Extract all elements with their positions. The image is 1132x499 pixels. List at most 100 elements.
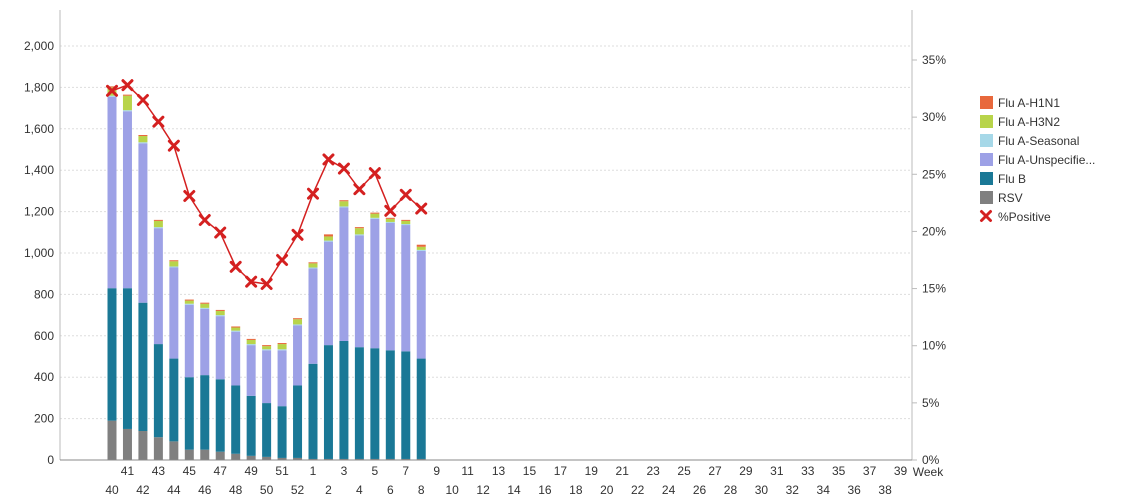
bar-segment: [401, 224, 411, 226]
bar-segment: [370, 212, 380, 214]
bar-segment: [277, 349, 287, 351]
bar-segment: [354, 235, 364, 348]
bar-segment: [246, 345, 256, 396]
legend-marker: [980, 210, 992, 222]
x-tick-label: 51: [275, 464, 289, 478]
y-left-tick-label: 200: [34, 412, 54, 426]
bar-segment: [122, 288, 132, 429]
x-tick-label: 22: [631, 483, 645, 497]
x-tick-label: 14: [507, 483, 521, 497]
bar-segment: [401, 219, 411, 221]
y-right-tick-label: 0%: [922, 453, 940, 467]
bar-segment: [293, 457, 303, 460]
percent-positive-marker: [399, 188, 412, 201]
bar-segment: [215, 316, 225, 380]
bar-segment: [122, 95, 132, 111]
percent-positive-marker: [307, 187, 319, 200]
bar-segment: [416, 358, 426, 459]
bar-segment: [184, 449, 194, 460]
x-tick-label: 17: [554, 464, 568, 478]
bar-segment: [308, 267, 318, 269]
bar-segment: [339, 458, 349, 460]
x-tick-label: 7: [402, 464, 409, 478]
bar-segment: [416, 244, 426, 247]
y-left-tick-label: 600: [34, 329, 54, 343]
bar-segment: [401, 225, 411, 352]
x-tick-label: 16: [538, 483, 552, 497]
x-tick-label: 48: [229, 483, 243, 497]
x-tick-label: 23: [646, 464, 660, 478]
y-right-tick-label: 20%: [922, 224, 946, 238]
percent-positive-marker: [167, 139, 180, 152]
bar-segment: [308, 268, 318, 364]
percent-positive-marker: [121, 79, 134, 92]
bar-segment: [200, 302, 210, 304]
x-tick-label: 40: [105, 483, 119, 497]
bar-segment: [385, 218, 395, 222]
bar-segment: [339, 201, 349, 207]
legend-swatch: [980, 191, 993, 204]
bar-segment: [138, 135, 148, 137]
bar-segment: [401, 351, 411, 459]
x-tick-label: 1: [310, 464, 317, 478]
bar-segment: [277, 350, 287, 407]
bar-segment: [293, 319, 303, 325]
x-tick-label: 45: [183, 464, 197, 478]
bar-segment: [215, 451, 225, 460]
x-tick-label: 27: [708, 464, 722, 478]
y-left-tick-label: 2,000: [24, 39, 54, 53]
y-axis-right-labels: 0% 5% 10% 15% 20% 25% 30% 35%: [912, 53, 946, 467]
x-tick-label: 12: [476, 483, 490, 497]
percent-positive-line: [106, 79, 428, 290]
bar-segment: [138, 136, 148, 143]
bar-segment: [169, 261, 179, 267]
bar-segment: [354, 227, 364, 229]
x-tick-label: 18: [569, 483, 583, 497]
x-tick-label: 10: [445, 483, 459, 497]
bar-segment: [370, 458, 380, 460]
y-right-tick-label: 35%: [922, 53, 946, 67]
bar-segment: [231, 385, 241, 454]
stacked-bars: [107, 86, 426, 460]
bar-segment: [308, 458, 318, 460]
bar-segment: [169, 260, 179, 262]
bar-segment: [215, 309, 225, 311]
bar-segment: [339, 206, 349, 208]
legend-swatch: [980, 115, 993, 128]
bar-segment: [401, 458, 411, 460]
x-tick-label: 15: [523, 464, 537, 478]
legend-label: Flu A-H3N2: [998, 115, 1060, 129]
x-tick-label: 41: [121, 464, 135, 478]
bar-segment: [308, 263, 318, 268]
bar-segment: [138, 143, 148, 303]
bar-segment: [107, 288, 117, 421]
bar-segment: [277, 343, 287, 345]
bar-segment: [215, 379, 225, 452]
x-tick-label: 2: [325, 483, 332, 497]
x-tick-label: 28: [724, 483, 738, 497]
bar-segment: [138, 302, 148, 432]
x-tick-label: 39: [894, 464, 908, 478]
percent-positive-marker: [415, 202, 428, 215]
y-right-tick-label: 15%: [922, 282, 946, 296]
bar-segment: [323, 236, 333, 241]
bar-segment: [262, 345, 272, 347]
bar-segment: [200, 449, 210, 460]
x-tick-label: 42: [136, 483, 150, 497]
legend-swatch: [980, 134, 993, 147]
x-tick-label: 3: [341, 464, 348, 478]
bar-segment: [107, 86, 117, 88]
bar-segment: [122, 94, 132, 96]
bar-segment: [169, 358, 179, 442]
x-tick-label: 37: [863, 464, 877, 478]
percent-positive-marker: [322, 153, 335, 166]
bar-segment: [246, 395, 256, 456]
bar-segment: [184, 303, 194, 305]
y-right-tick-label: 5%: [922, 396, 940, 410]
x-tick-label: 8: [418, 483, 425, 497]
bar-segment: [293, 385, 303, 458]
percent-positive-marker: [214, 226, 227, 239]
bar-segment: [231, 330, 241, 332]
legend-label: Flu A-Unspecifie...: [998, 153, 1095, 167]
bar-segment: [370, 217, 380, 219]
